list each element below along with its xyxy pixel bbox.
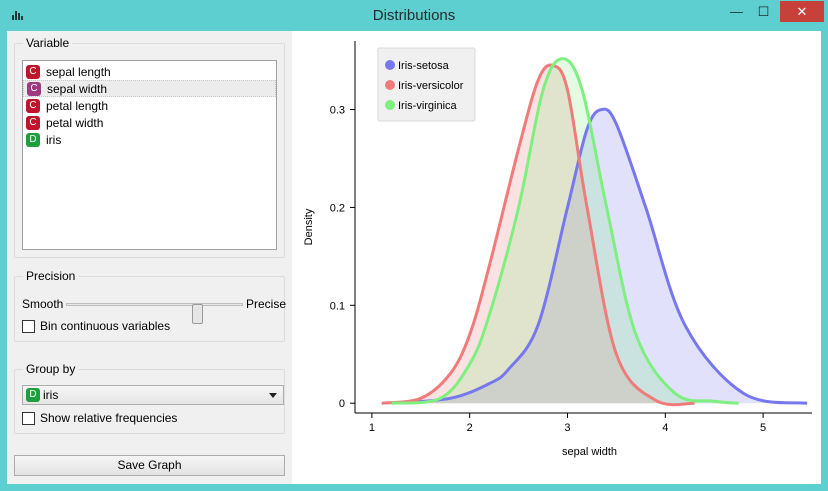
list-item-sepal-length[interactable]: C sepal length bbox=[23, 63, 276, 80]
group-by-dropdown[interactable]: D iris bbox=[22, 385, 284, 405]
x-tick-label: 2 bbox=[467, 422, 473, 434]
bin-continuous-label: Bin continuous variables bbox=[40, 319, 171, 333]
y-tick-label: 0.3 bbox=[330, 105, 345, 117]
variable-group-label: Variable bbox=[23, 36, 73, 50]
slider-max-label: Precise bbox=[245, 297, 286, 311]
continuous-badge-icon: C bbox=[27, 81, 41, 96]
relative-frequencies-checkbox[interactable]: Show relative frequencies bbox=[22, 411, 177, 425]
density-chart: 1 2 3 4 5 0 0.1 0.2 0.3 sepal width Density Iris-se… bbox=[303, 41, 812, 458]
minimize-button[interactable]: — bbox=[730, 4, 743, 19]
checkbox-box[interactable] bbox=[22, 411, 35, 425]
y-tick-label: 0 bbox=[339, 398, 345, 410]
series-line-iris-virginica bbox=[391, 57, 739, 405]
list-item-label: iris bbox=[46, 132, 62, 147]
save-graph-button[interactable]: Save Graph bbox=[14, 455, 285, 476]
x-tick-label: 3 bbox=[564, 422, 570, 434]
continuous-badge-icon: C bbox=[26, 64, 40, 79]
legend-marker bbox=[385, 100, 395, 110]
x-tick-label: 1 bbox=[369, 422, 375, 434]
plot-area[interactable]: 1 2 3 4 5 0 0.1 0.2 0.3 sepal width Density Iris-se… bbox=[292, 31, 821, 484]
series-area-iris-setosa bbox=[391, 109, 808, 404]
legend-box bbox=[377, 47, 476, 122]
x-tick-label: 5 bbox=[760, 422, 766, 434]
y-tick-label: 0.2 bbox=[330, 202, 345, 214]
series-area-iris-versicolor bbox=[381, 65, 695, 405]
y-axis-label: Density bbox=[303, 208, 315, 245]
list-item-label: petal length bbox=[46, 98, 109, 113]
list-item-iris[interactable]: D iris bbox=[23, 131, 276, 148]
list-item-label: petal width bbox=[46, 115, 104, 130]
slider-handle[interactable] bbox=[192, 304, 203, 324]
discrete-badge-icon: D bbox=[26, 132, 40, 147]
precision-group: Precision Smooth Precise Bin continuous … bbox=[14, 269, 286, 342]
series-area-iris-virginica bbox=[391, 58, 739, 404]
discrete-badge-icon: D bbox=[26, 388, 40, 402]
legend-entry: Iris-versicolor bbox=[398, 80, 464, 92]
y-tick-label: 0.1 bbox=[330, 300, 345, 312]
title-bar: Distributions — ☐ ✕ bbox=[0, 0, 828, 31]
x-axis-label: sepal width bbox=[562, 446, 617, 458]
group-by-label: Group by bbox=[23, 362, 79, 376]
window-client: Variable C sepal length C sepal width C … bbox=[7, 31, 821, 484]
series-line-iris-versicolor bbox=[381, 63, 695, 407]
slider-min-label: Smooth bbox=[22, 297, 64, 311]
precision-slider[interactable] bbox=[66, 303, 243, 324]
legend-entry: Iris-setosa bbox=[398, 60, 450, 72]
legend-marker bbox=[385, 80, 395, 90]
list-item-petal-length[interactable]: C petal length bbox=[23, 97, 276, 114]
list-item-label: sepal width bbox=[47, 81, 108, 96]
bin-continuous-checkbox[interactable]: Bin continuous variables bbox=[22, 319, 170, 333]
app-icon bbox=[12, 10, 24, 20]
maximize-button[interactable]: ☐ bbox=[757, 4, 770, 19]
legend-marker bbox=[385, 60, 395, 70]
group-by-group: Group by D iris Show relative frequencie… bbox=[14, 362, 285, 434]
precision-slider-row: Smooth Precise bbox=[22, 294, 286, 324]
close-button[interactable]: ✕ bbox=[780, 1, 824, 22]
list-item-petal-width[interactable]: C petal width bbox=[23, 114, 276, 131]
group-by-selected-value: iris bbox=[43, 388, 59, 402]
checkbox-box[interactable] bbox=[22, 319, 35, 333]
variable-group: Variable C sepal length C sepal width C … bbox=[14, 36, 285, 258]
list-item-label: sepal length bbox=[46, 64, 111, 79]
x-tick-label: 4 bbox=[662, 422, 668, 434]
window-title: Distributions bbox=[372, 7, 456, 24]
relative-frequencies-label: Show relative frequencies bbox=[40, 411, 178, 425]
continuous-badge-icon: C bbox=[26, 115, 40, 130]
list-item-sepal-width[interactable]: C sepal width bbox=[23, 80, 276, 97]
continuous-badge-icon: C bbox=[26, 98, 40, 113]
variable-list[interactable]: C sepal length C sepal width C petal len… bbox=[22, 60, 277, 250]
chevron-down-icon bbox=[269, 393, 277, 398]
precision-group-label: Precision bbox=[23, 269, 79, 283]
legend-entry: Iris-virginica bbox=[398, 100, 458, 112]
